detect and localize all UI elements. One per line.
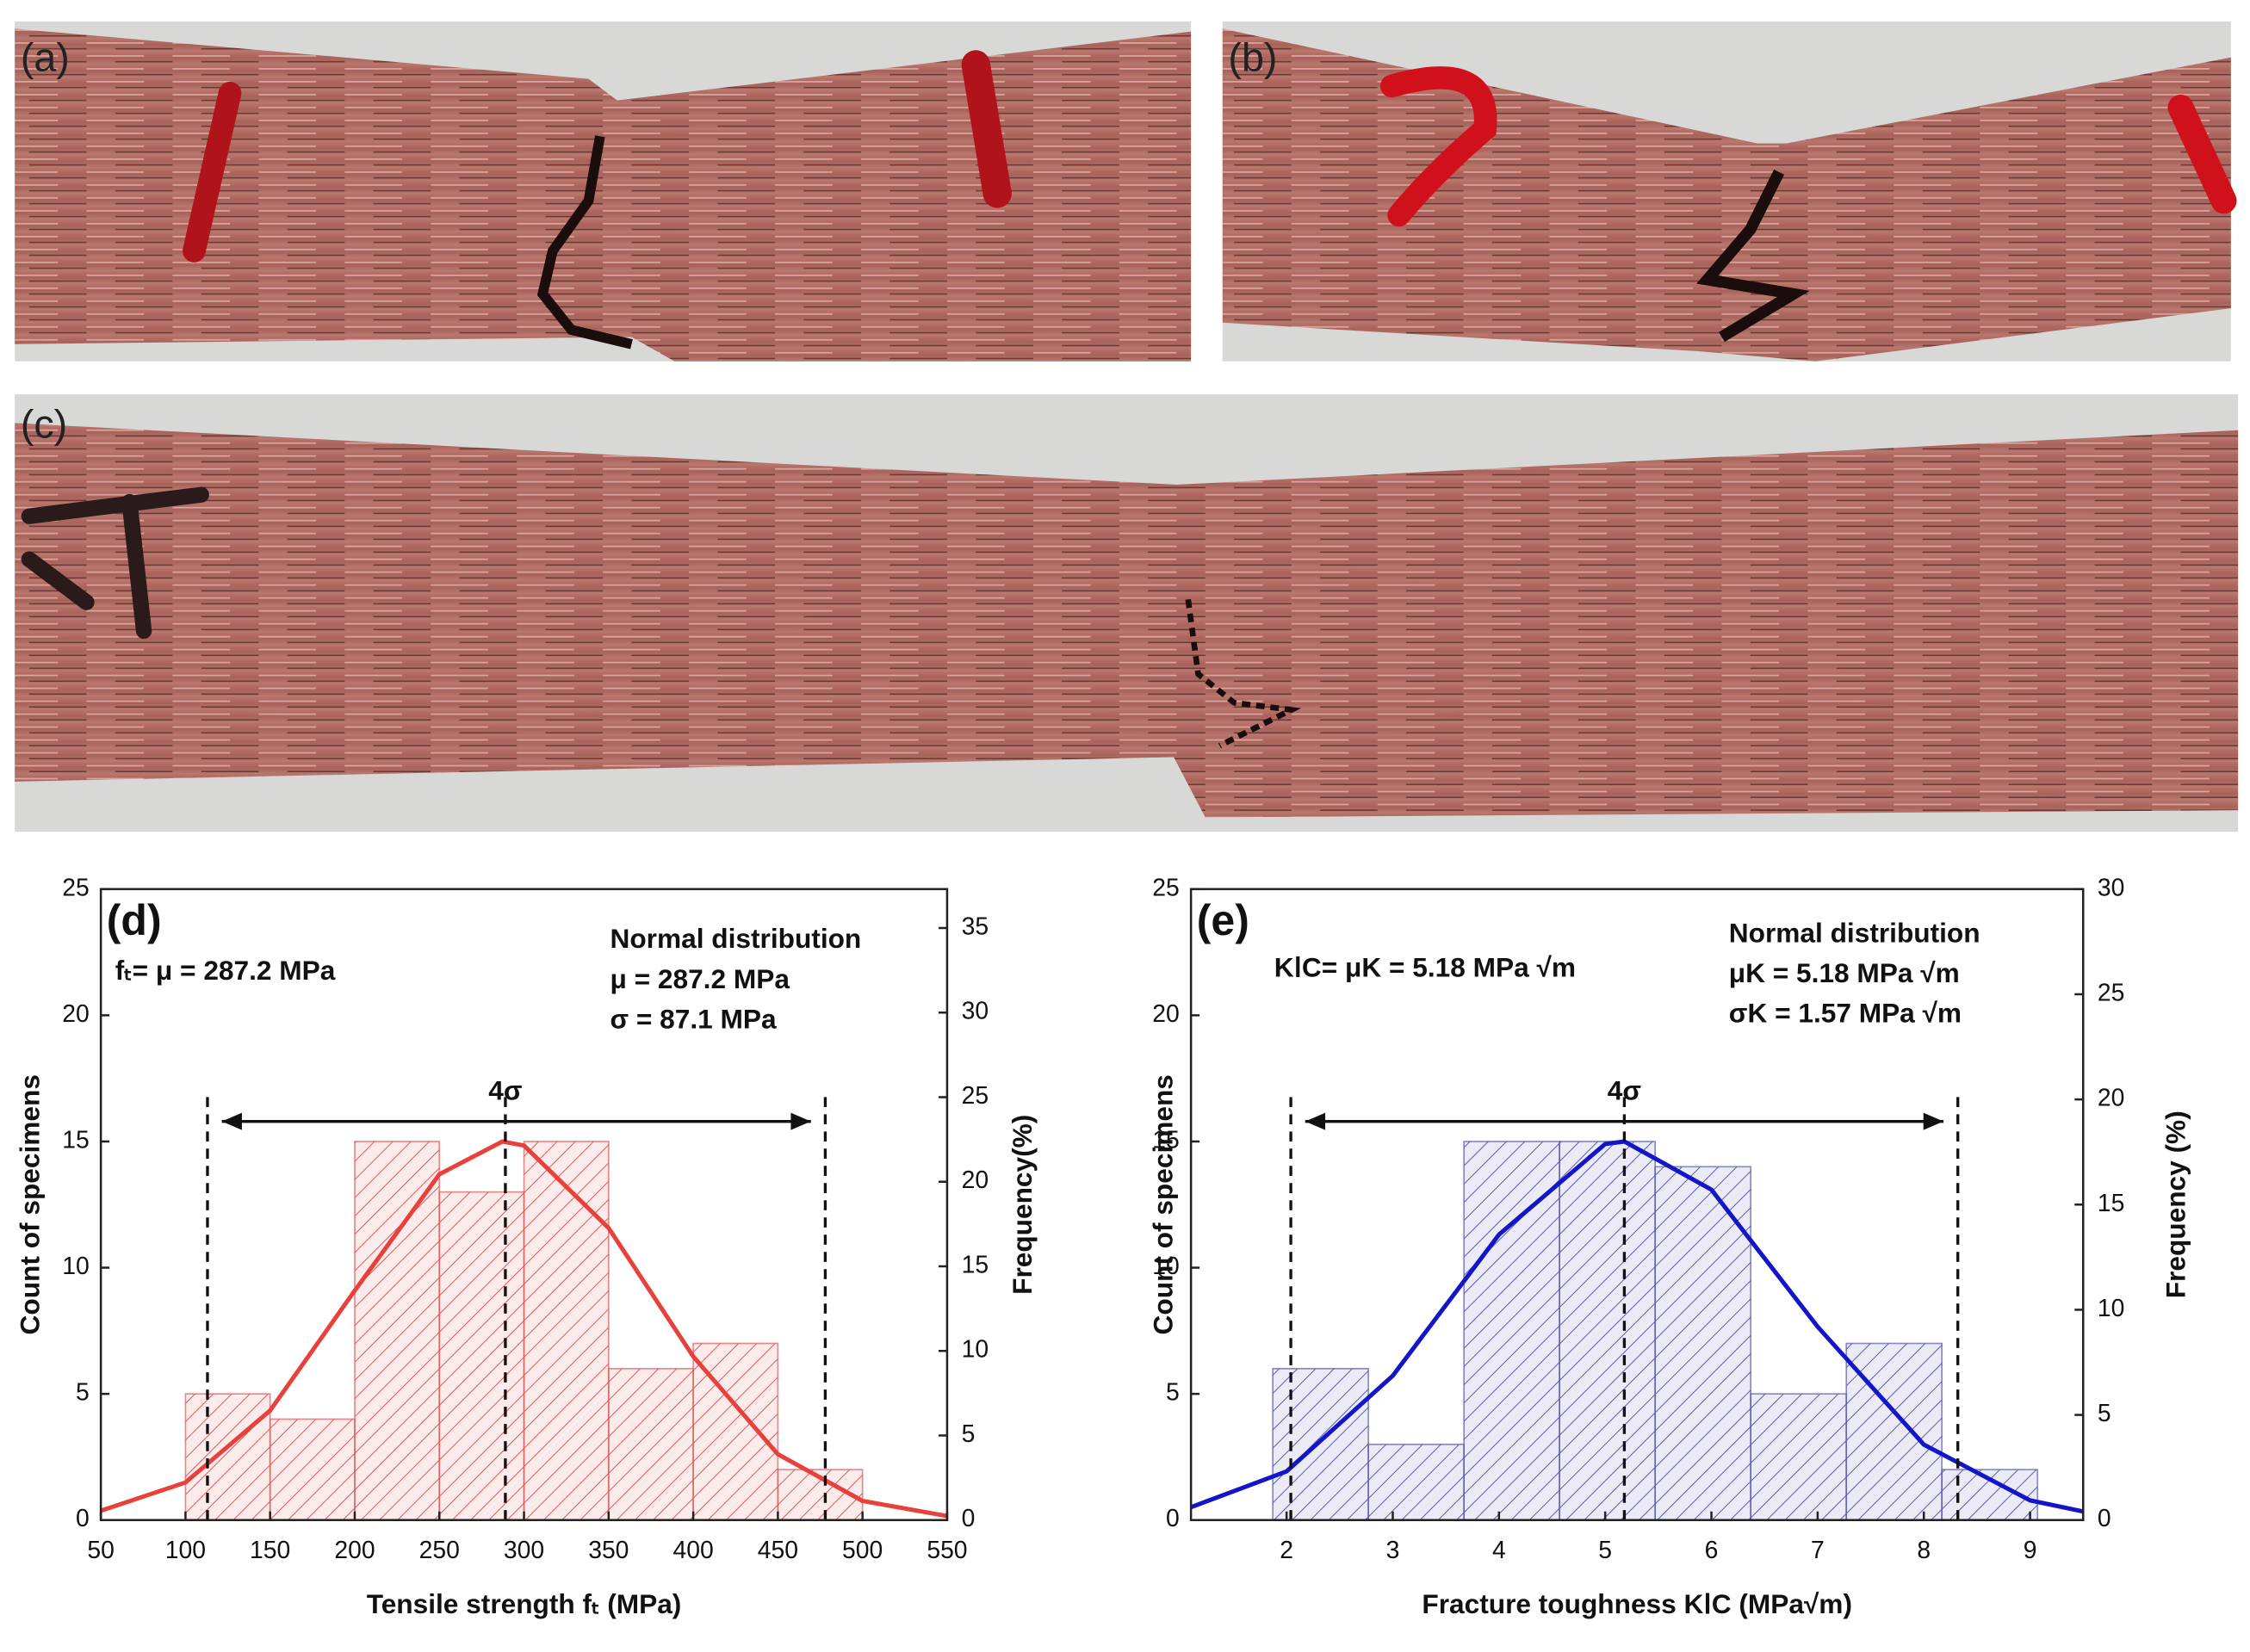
x-tick-label: 400 [673, 1536, 713, 1563]
x-tick-label: 3 [1386, 1536, 1400, 1563]
x-tick-label: 9 [2024, 1536, 2037, 1563]
arrow-head [1305, 1112, 1326, 1130]
y-axis-label: Count of specimens [15, 1074, 46, 1334]
photo-a: (a) [15, 21, 1192, 362]
x-tick-label: 100 [165, 1536, 206, 1563]
y2-tick-label: 25 [2098, 978, 2124, 1005]
histogram-bar [1463, 1141, 1560, 1521]
y2-tick-label: 5 [962, 1420, 976, 1447]
x-tick-label: 250 [419, 1536, 460, 1563]
annotation: σ = 87.1 MPa [610, 1003, 777, 1034]
x-tick-label: 550 [927, 1536, 967, 1563]
y2-tick-label: 20 [962, 1166, 989, 1193]
y2-tick-label: 20 [2098, 1084, 2124, 1111]
y2-tick-label: 0 [2098, 1504, 2111, 1531]
panel-label: (d) [107, 896, 162, 944]
span-label: 4σ [1608, 1075, 1642, 1106]
y2-tick-label: 15 [962, 1250, 989, 1278]
x-tick-label: 500 [842, 1536, 883, 1563]
y-tick-label: 15 [62, 1125, 89, 1153]
x-tick-label: 450 [758, 1536, 798, 1563]
annotation: fₜ= μ = 287.2 MPa [115, 955, 336, 986]
histogram-bar [1750, 1393, 1848, 1521]
span-label: 4σ [488, 1075, 523, 1106]
y2-axis-label: Frequency (%) [2160, 1111, 2191, 1298]
x-tick-label: 4 [1492, 1536, 1506, 1563]
y-tick-label: 25 [62, 873, 89, 900]
y-tick-label: 25 [1152, 873, 1179, 900]
histogram-bar [184, 1393, 271, 1521]
x-tick-label: 150 [250, 1536, 290, 1563]
y-tick-label: 20 [62, 999, 89, 1027]
x-tick-label: 2 [1280, 1536, 1293, 1563]
panel-label: (e) [1197, 896, 1249, 944]
y-tick-label: 15 [1152, 1125, 1179, 1153]
y2-tick-label: 30 [2098, 873, 2124, 900]
x-axis-label: Tensile strength fₜ (MPa) [367, 1588, 682, 1619]
x-tick-label: 8 [1917, 1536, 1931, 1563]
annotation: KⅠC= μK = 5.18 MPa √m [1274, 951, 1576, 982]
x-axis-label: Fracture toughness KⅠC (MPa√m) [1422, 1588, 1852, 1619]
histogram-bar [692, 1342, 779, 1521]
histogram-bar [1367, 1443, 1465, 1521]
photo-b: (b) [1222, 21, 2237, 362]
arrow-head [221, 1112, 242, 1130]
histogram-bar [438, 1191, 525, 1521]
y2-tick-label: 5 [2098, 1399, 2111, 1426]
histogram-bar [1845, 1342, 1943, 1521]
x-tick-label: 7 [1811, 1536, 1825, 1563]
y-tick-label: 20 [1152, 999, 1179, 1027]
x-tick-label: 50 [87, 1536, 114, 1563]
y-tick-label: 0 [1166, 1504, 1180, 1531]
y2-axis-label: Frequency(%) [1007, 1115, 1038, 1295]
y2-tick-label: 15 [2098, 1189, 2124, 1216]
histogram-bar [523, 1141, 610, 1521]
photo-label: (a) [21, 34, 70, 79]
y-tick-label: 5 [76, 1378, 90, 1406]
annotation: Normal distribution [1729, 917, 1980, 948]
y-tick-label: 10 [62, 1252, 89, 1279]
histogram-bar [607, 1368, 694, 1521]
histogram-bar [1272, 1368, 1369, 1521]
y-tick-label: 5 [1166, 1378, 1180, 1406]
x-tick-label: 6 [1705, 1536, 1719, 1563]
x-tick-label: 200 [334, 1536, 375, 1563]
x-tick-label: 5 [1598, 1536, 1612, 1563]
arrow-head [790, 1112, 811, 1130]
y-tick-label: 0 [76, 1504, 90, 1531]
y2-tick-label: 25 [962, 1081, 989, 1109]
histogram-bar [269, 1418, 356, 1521]
y2-tick-label: 35 [962, 912, 989, 939]
y2-tick-label: 10 [962, 1335, 989, 1363]
histogram-bar [354, 1141, 441, 1521]
annotation: Normal distribution [610, 923, 861, 954]
photo-c: (c) [15, 394, 2239, 832]
x-tick-label: 350 [588, 1536, 629, 1563]
arrow-head [1923, 1112, 1944, 1130]
histogram-bar [1559, 1141, 1656, 1521]
histogram-bar [1654, 1166, 1752, 1521]
photo-label: (b) [1228, 34, 1277, 79]
y-tick-label: 10 [1152, 1252, 1179, 1279]
y-axis-label: Count of specimens [1148, 1074, 1179, 1334]
y2-tick-label: 30 [962, 997, 989, 1024]
annotation: σK = 1.57 MPa √m [1729, 998, 1962, 1029]
x-tick-label: 300 [504, 1536, 544, 1563]
y2-tick-label: 10 [2098, 1294, 2124, 1321]
annotation: μ = 287.2 MPa [610, 963, 790, 994]
y2-tick-label: 0 [962, 1504, 976, 1531]
normal-curve [100, 1139, 948, 1519]
annotation: μK = 5.18 MPa √m [1729, 957, 1960, 988]
photo-label: (c) [21, 402, 67, 447]
